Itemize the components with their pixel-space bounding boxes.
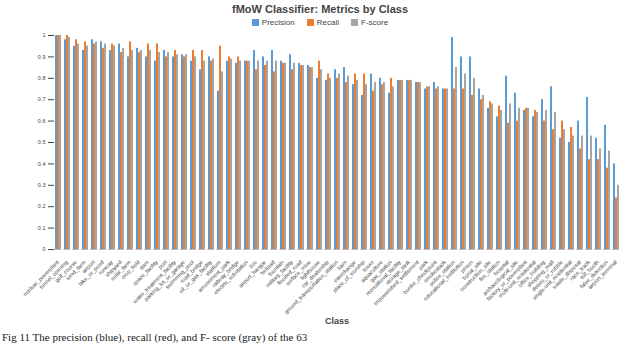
svg-text:0.7: 0.7	[38, 96, 46, 102]
svg-text:tunnel_opening: tunnel_opening	[38, 259, 69, 290]
svg-text:0.1: 0.1	[38, 225, 46, 231]
html-text:F-score: F-score	[361, 18, 389, 27]
svg-text:0.5: 0.5	[38, 139, 46, 145]
svg-text:multi-unit_residential: multi-unit_residential	[497, 259, 537, 299]
svg-text:office_building: office_building	[516, 259, 546, 289]
svg-text:0.3: 0.3	[38, 182, 46, 188]
svg-text:lighthouse: lighthouse	[299, 259, 321, 281]
svg-text:gas_station: gas_station	[368, 259, 393, 284]
svg-text:nuclear_powerplant: nuclear_powerplant	[21, 259, 60, 298]
html-text:Recall: Recall	[316, 18, 339, 27]
svg-text:flooded_road: flooded_road	[276, 259, 303, 286]
svg-text:false_detection: false_detection	[578, 259, 609, 290]
svg-text:waste_disposal: waste_disposal	[551, 259, 582, 290]
svg-text:parking_lot_or_garage: parking_lot_or_garage	[142, 259, 186, 303]
svg-text:shipyard: shipyard	[104, 259, 123, 278]
svg-text:barn: barn	[335, 259, 348, 272]
svg-text:stadium: stadium	[204, 259, 222, 277]
svg-text:impoverished_settlement: impoverished_settlement	[372, 259, 420, 307]
svg-text:airport_terminal: airport_terminal	[587, 259, 618, 290]
svg-text:single-unit_residential: single-unit_residential	[531, 259, 573, 301]
html-text:Fig 11 The precision (blue), r: Fig 11 The precision (blue), recall (red…	[2, 331, 308, 343]
svg-text:airport: airport	[80, 259, 96, 275]
svg-text:fire_station: fire_station	[477, 259, 501, 283]
svg-text:0.6: 0.6	[38, 118, 46, 124]
svg-text:lake_or_pond: lake_or_pond	[77, 259, 105, 287]
svg-text:electric_substation: electric_substation	[212, 259, 249, 296]
html-text:fMoW Classifier: Metrics by Cl: fMoW Classifier: Metrics by Class	[232, 3, 408, 15]
svg-text:0: 0	[42, 246, 45, 252]
svg-text:1: 1	[42, 32, 45, 38]
svg-text:oil_or_gas_facility: oil_or_gas_facility	[177, 259, 213, 295]
svg-text:road_bridge: road_bridge	[178, 259, 204, 284]
svg-text:solar_farm: solar_farm	[109, 259, 132, 282]
svg-text:car_dealership: car_dealership	[300, 259, 330, 289]
svg-text:prison: prison	[459, 259, 474, 274]
svg-text:recreational_facility: recreational_facility	[364, 259, 402, 297]
svg-text:railway_bridge: railway_bridge	[210, 259, 240, 289]
svg-text:tower: tower	[361, 259, 375, 273]
svg-text:construction_site: construction_site	[458, 259, 492, 293]
svg-text:border_checkpoint: border_checkpoint	[401, 259, 438, 296]
svg-text:ground_transportation_station: ground_transportation_station	[283, 259, 339, 315]
svg-text:runway: runway	[97, 259, 114, 276]
svg-text:swimming_pool: swimming_pool	[163, 259, 195, 291]
svg-text:park: park	[417, 259, 429, 271]
svg-text:police_station: police_station	[427, 259, 456, 288]
svg-text:airport_hangar: airport_hangar	[237, 259, 267, 289]
svg-text:race_track: race_track	[568, 259, 591, 282]
svg-text:port: port	[157, 259, 168, 270]
svg-text:archaeological_site: archaeological_site	[481, 259, 519, 297]
svg-text:factory_or_powerplant: factory_or_powerplant	[485, 259, 528, 302]
svg-text:surface_mine: surface_mine	[284, 259, 312, 287]
svg-text:interchange: interchange	[332, 259, 357, 284]
svg-text:burial_site: burial_site	[461, 259, 483, 281]
svg-text:toll_booth: toll_booth	[578, 259, 600, 281]
svg-text:smokestack: smokestack	[422, 259, 447, 284]
svg-text:aquaculture: aquaculture	[359, 259, 384, 284]
svg-text:golf_course: golf_course	[53, 259, 78, 284]
svg-text:0.4: 0.4	[38, 161, 46, 167]
svg-text:place_of_worship: place_of_worship	[331, 259, 366, 294]
svg-text:hospital: hospital	[492, 259, 510, 277]
html-text:Precision: Precision	[261, 18, 295, 27]
svg-text:0.9: 0.9	[38, 54, 46, 60]
svg-text:shopping_mall: shopping_mall	[525, 259, 555, 289]
svg-text:fountain: fountain	[266, 259, 285, 278]
svg-text:debris_or_rubble: debris_or_rubble	[530, 259, 564, 293]
svg-text:storage_tank: storage_tank	[384, 259, 411, 286]
svg-text:educational_institution: educational_institution	[422, 259, 465, 302]
svg-text:zoo: zoo	[247, 259, 258, 270]
svg-text:helipad: helipad	[259, 259, 276, 276]
svg-text:crop_field: crop_field	[119, 259, 141, 281]
svg-text:dam: dam	[138, 259, 150, 271]
svg-text:water_treatment_facility: water_treatment_facility	[131, 259, 177, 305]
svg-text:amusement_park: amusement_park	[196, 259, 231, 294]
svg-text:0.2: 0.2	[38, 203, 46, 209]
svg-text:military_facility: military_facility	[264, 259, 294, 289]
svg-text:wind_farm: wind_farm	[64, 259, 87, 282]
svg-text:space_facility: space_facility	[131, 259, 159, 287]
svg-text:Class: Class	[325, 316, 349, 326]
svg-text:0.8: 0.8	[38, 75, 46, 81]
